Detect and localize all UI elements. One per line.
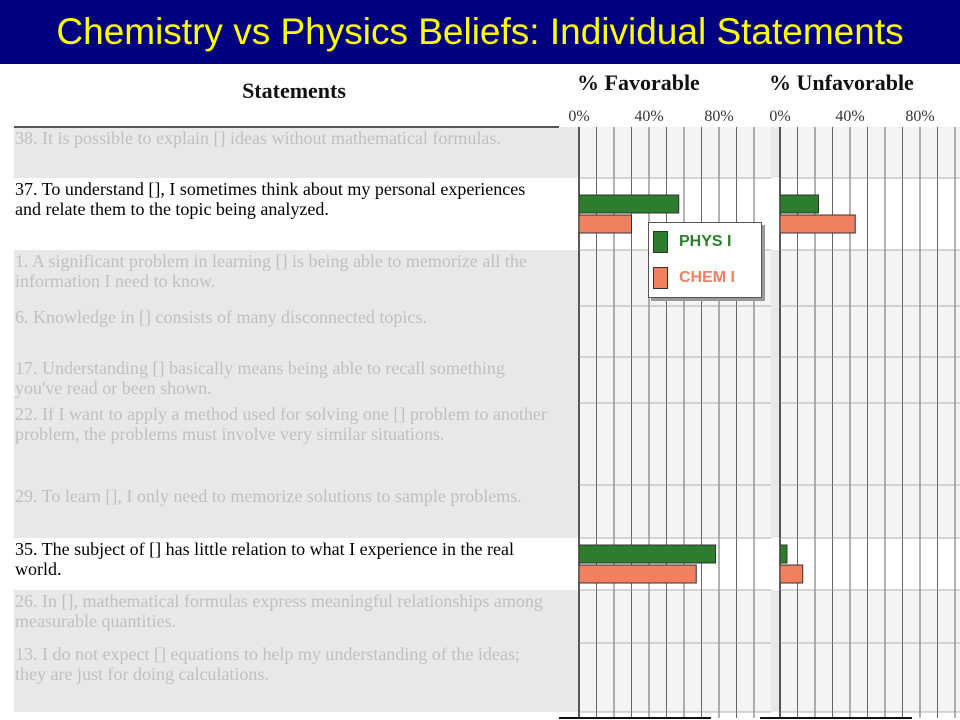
favorable-bar-chem-i: [578, 564, 697, 584]
favorable-row-shade: [579, 643, 771, 712]
statement-text: 29. To learn [], I only need to memorize…: [15, 486, 522, 506]
statement-text: 17. Understanding [] basically means bei…: [15, 358, 505, 398]
unfavorable-row-shade: [780, 590, 960, 643]
statement-text: 37. To understand [], I sometimes think …: [15, 179, 526, 219]
statements-heading: Statements: [242, 78, 346, 103]
legend-item-phys: PHYS I: [653, 229, 759, 253]
statement-text: 26. In [], mathematical formulas express…: [15, 591, 543, 631]
unfavorable-row-shade: [780, 306, 960, 357]
header-rule: [14, 126, 559, 128]
unfavorable-bar-chem-i: [779, 564, 804, 584]
unfavorable-row-shade: [780, 643, 960, 712]
statement-text: 13. I do not expect [] equations to help…: [15, 644, 520, 684]
statement-text: 35. The subject of [] has little relatio…: [15, 539, 514, 579]
unfavorable-tick-label: 40%: [835, 108, 864, 125]
favorable-panel-title: % Favorable: [577, 70, 700, 95]
statement-text: 22. If I want to apply a method used for…: [15, 404, 547, 444]
favorable-bar-phys-i: [578, 544, 716, 564]
legend-label-chem: CHEM I: [679, 269, 735, 286]
favorable-row-shade: [579, 306, 771, 357]
unfavorable-panel-title: % Unfavorable: [769, 70, 914, 95]
statement-text: 1. A significant problem in learning [] …: [15, 251, 527, 291]
unfavorable-row-shade: [780, 357, 960, 403]
favorable-tick-label: 0%: [568, 108, 589, 125]
unfavorable-row-shade: [780, 127, 960, 178]
favorable-row-shade: [579, 485, 771, 538]
favorable-row-shade: [579, 127, 771, 178]
favorable-bar-chem-i: [578, 214, 632, 234]
legend-swatch-phys: [653, 231, 668, 253]
favorable-row-shade: [579, 357, 771, 403]
legend: PHYS I CHEM I: [648, 222, 762, 298]
legend-label-phys: PHYS I: [679, 233, 732, 250]
legend-item-chem: CHEM I: [653, 265, 759, 289]
title-bar: Chemistry vs Physics Beliefs: Individual…: [0, 0, 960, 64]
unfavorable-tick-label: 0%: [769, 108, 790, 125]
favorable-row-shade: [579, 590, 771, 643]
statement-text: 6. Knowledge in [] consists of many disc…: [15, 307, 427, 327]
favorable-tick-label: 40%: [634, 108, 663, 125]
unfavorable-row-shade: [780, 403, 960, 485]
favorable-row-shade: [579, 403, 771, 485]
favorable-tick-label: 80%: [704, 108, 733, 125]
unfavorable-bar-chem-i: [779, 214, 856, 234]
statement-text: 38. It is possible to explain [] ideas w…: [15, 128, 501, 148]
unfavorable-bar-phys-i: [779, 544, 788, 564]
unfavorable-bar-phys-i: [779, 194, 819, 214]
unfavorable-row-shade: [780, 250, 960, 306]
favorable-bar-phys-i: [578, 194, 680, 214]
legend-swatch-chem: [653, 267, 668, 289]
slide-title: Chemistry vs Physics Beliefs: Individual…: [56, 11, 904, 52]
unfavorable-row-shade: [780, 485, 960, 538]
unfavorable-tick-label: 80%: [905, 108, 934, 125]
